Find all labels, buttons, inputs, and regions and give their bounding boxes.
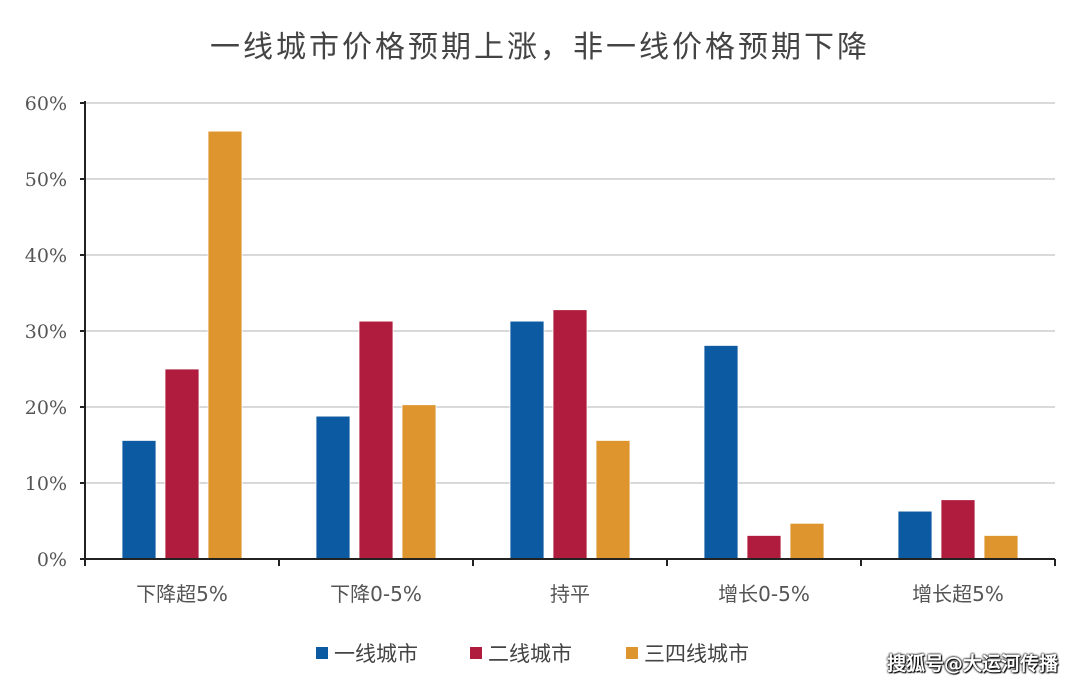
- bar-3-4: [789, 522, 825, 560]
- bar-1-2: [315, 415, 351, 560]
- bar-3-1: [207, 130, 243, 560]
- bar-1-1: [121, 440, 157, 560]
- legend-swatch-3: [626, 647, 638, 659]
- x-tick-label: 持平: [550, 582, 590, 606]
- bar-2-1: [164, 368, 200, 560]
- y-tick-label: 10%: [25, 473, 67, 495]
- legend-swatch-2: [470, 647, 482, 659]
- legend-label-3: 三四线城市: [644, 642, 749, 666]
- y-tick-label: 50%: [25, 169, 67, 191]
- bar-3-2: [401, 404, 437, 560]
- x-tick-label: 下降0-5%: [330, 582, 422, 606]
- bar-2-2: [358, 320, 394, 560]
- x-tick-label: 增长超5%: [912, 582, 1004, 606]
- y-tick-label: 40%: [25, 245, 67, 267]
- watermark: 搜狐号@大运河传播: [886, 653, 1058, 675]
- x-tick-label: 下降超5%: [136, 582, 228, 606]
- bar-2-4: [746, 535, 782, 560]
- legend-swatch-1: [316, 647, 328, 659]
- legend-label-1: 一线城市: [334, 642, 418, 666]
- y-tick-label: 60%: [25, 93, 67, 115]
- bar-1-5: [897, 510, 933, 560]
- bar-3-5: [983, 535, 1019, 560]
- bar-1-3: [509, 320, 545, 560]
- bar-2-3: [552, 309, 588, 560]
- y-tick-label: 20%: [25, 397, 67, 419]
- bar-2-5: [940, 499, 976, 560]
- legend-label-2: 二线城市: [488, 642, 572, 666]
- bar-1-4: [703, 345, 739, 560]
- bar-3-3: [595, 440, 631, 560]
- chart-title: 一线城市价格预期上涨，非一线价格预期下降: [210, 30, 870, 65]
- y-tick-label: 0%: [37, 549, 67, 571]
- y-tick-label: 30%: [25, 321, 67, 343]
- x-tick-label: 增长0-5%: [718, 582, 810, 606]
